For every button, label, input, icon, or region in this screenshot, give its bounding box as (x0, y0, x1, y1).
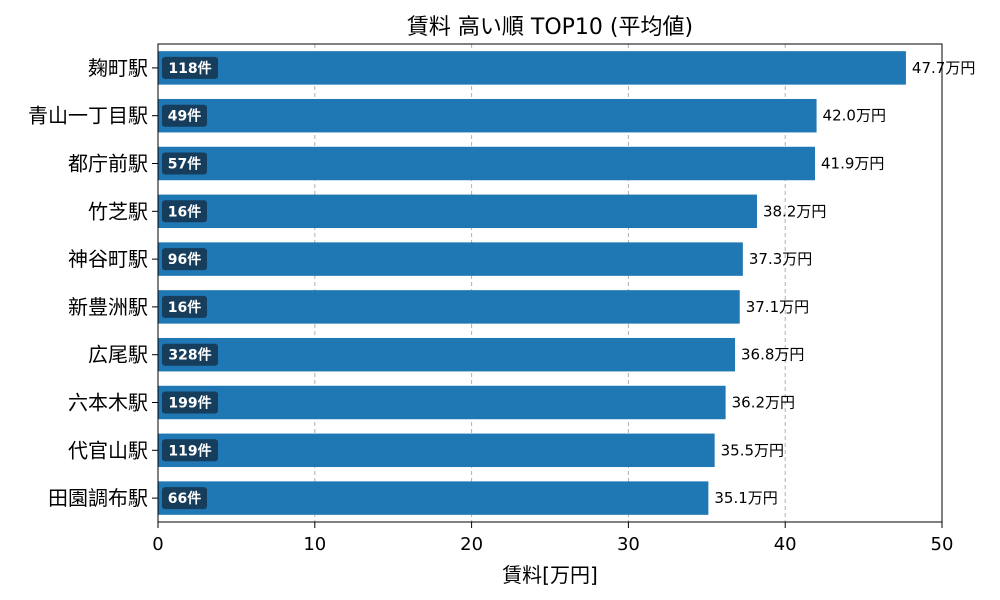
bar (158, 290, 740, 324)
count-badge (162, 200, 207, 223)
y-tick-label: 都庁前駅 (68, 152, 148, 176)
count-label: 66件 (168, 490, 201, 507)
bar (158, 385, 726, 420)
bar (158, 481, 709, 515)
bar (158, 51, 906, 85)
bar (158, 194, 757, 229)
count-badge (162, 439, 218, 462)
count-label: 57件 (168, 156, 201, 173)
bar-value-label: 37.1万円 (746, 298, 809, 316)
count-badge (162, 152, 207, 175)
y-tick-label: 新豊洲駅 (68, 295, 148, 319)
y-tick-label: 代官山駅 (68, 438, 148, 462)
bar (158, 146, 815, 181)
bar-value-label: 41.9万円 (821, 155, 884, 173)
y-tick-label: 広尾駅 (88, 343, 148, 367)
y-tick-label: 麹町駅 (88, 56, 148, 80)
count-badge (162, 487, 207, 510)
count-label: 49件 (168, 108, 201, 125)
count-label: 199件 (168, 395, 211, 412)
y-tick-label: 神谷町駅 (68, 247, 148, 271)
count-badge (162, 56, 218, 79)
x-axis-label: 賃料[万円] (502, 563, 598, 587)
bar-value-label: 35.5万円 (721, 441, 784, 459)
y-tick-label: 竹芝駅 (88, 199, 148, 223)
count-badge (162, 391, 218, 414)
plot-frame (157, 43, 943, 523)
x-tick-label: 10 (303, 534, 326, 555)
bar (158, 433, 715, 468)
count-label: 16件 (168, 299, 201, 316)
bar (158, 98, 817, 133)
x-tick-label: 50 (931, 534, 954, 555)
count-label: 16件 (168, 203, 201, 220)
count-badge (162, 248, 207, 271)
bar (158, 337, 736, 372)
x-tick-label: 0 (152, 534, 163, 555)
count-label: 118件 (168, 60, 211, 77)
count-badge (162, 295, 207, 318)
count-badge (162, 343, 218, 366)
y-tick-label: 六本木駅 (68, 391, 148, 415)
count-label: 328件 (168, 347, 211, 364)
bar-value-label: 36.2万円 (732, 394, 795, 412)
bar-value-label: 37.3万円 (749, 250, 812, 268)
count-badge (162, 104, 207, 127)
bar-value-label: 36.8万円 (741, 346, 804, 364)
y-tick-label: 青山一丁目駅 (28, 104, 148, 128)
bar-value-label: 38.2万円 (763, 202, 826, 220)
x-tick-label: 20 (460, 534, 483, 555)
x-tick-label: 40 (774, 534, 797, 555)
y-tick-label: 田園調布駅 (48, 486, 148, 510)
x-axis: 0 10 20 30 40 50 (152, 522, 953, 555)
count-label: 96件 (168, 251, 201, 268)
bar-value-label: 42.0万円 (823, 107, 886, 125)
count-label: 119件 (168, 442, 211, 459)
bar-value-label: 35.1万円 (714, 489, 777, 507)
x-tick-label: 30 (617, 534, 640, 555)
chart-title: 賃料 高い順 TOP10 (平均値) (407, 15, 693, 40)
bar (158, 242, 743, 276)
bars: 47.7万円 118件 42.0万円 49件 41.9万円 57件 38.2万円 16件 37.… (158, 51, 975, 515)
bar-value-label: 47.7万円 (912, 59, 975, 77)
